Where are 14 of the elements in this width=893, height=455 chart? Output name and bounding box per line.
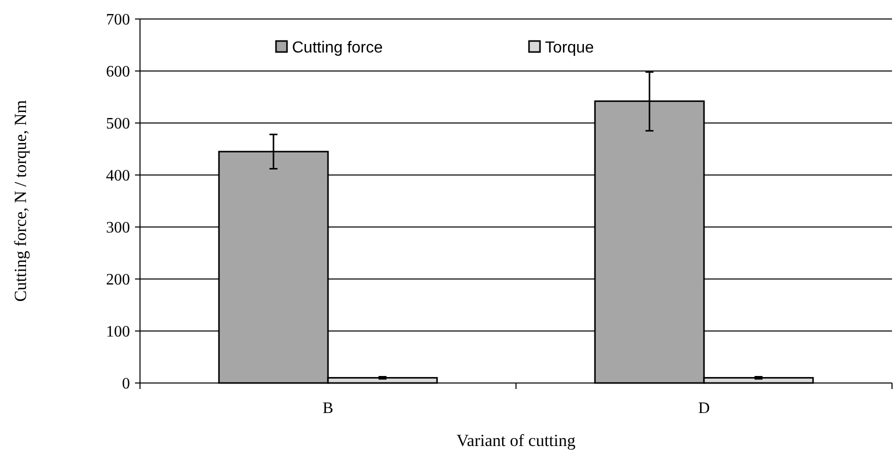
y-tick-label: 600: [106, 64, 130, 81]
x-tick-label: B: [322, 400, 334, 417]
y-axis-title: Cutting force, N / torque, Nm: [11, 100, 30, 302]
y-tick-label: 0: [122, 376, 130, 393]
legend-label: Cutting force: [292, 40, 383, 57]
y-tick-label: 500: [106, 116, 130, 133]
y-tick-label: 100: [106, 324, 130, 341]
x-tick-label: D: [698, 400, 710, 417]
x-axis-title: Variant of cutting: [456, 431, 576, 450]
y-tick-label: 200: [106, 272, 130, 289]
legend-label: Torque: [545, 40, 594, 57]
y-tick-label: 700: [106, 12, 130, 29]
y-tick-label: 300: [106, 220, 130, 237]
y-tick-label: 400: [106, 168, 130, 185]
